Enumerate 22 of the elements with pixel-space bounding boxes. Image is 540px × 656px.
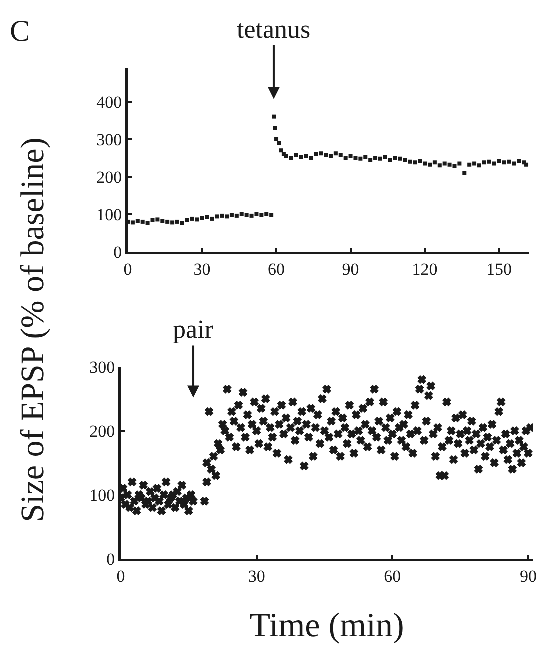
y-tick-label: 0 (114, 242, 122, 262)
y-axis-title: Size of EPSP (% of baseline) (16, 138, 52, 522)
x-axis-title: Time (min) (250, 607, 404, 644)
y-tick-label: 100 (96, 205, 122, 224)
text: tetanus (237, 15, 311, 44)
y-tick-label: 0 (106, 550, 116, 569)
y-tick-label: 300 (90, 358, 116, 377)
x-tick-label: 120 (412, 260, 438, 279)
y-tick-label: 200 (90, 422, 116, 441)
text: C (10, 15, 30, 48)
x-tick-label: 60 (268, 260, 286, 279)
x-tick-label: 30 (194, 260, 211, 279)
y-tick-label: 400 (96, 92, 122, 112)
y-tick-label: 100 (90, 486, 116, 505)
x-tick-label: 60 (384, 566, 402, 586)
x-tick-label: 90 (520, 566, 537, 586)
x-tick-label: 90 (342, 260, 360, 279)
y-tick-label: 300 (96, 130, 122, 150)
text: pair (173, 315, 214, 344)
y-tick-label: 200 (96, 168, 122, 187)
x-tick-label: 30 (248, 566, 266, 586)
x-tick-label: 150 (486, 260, 512, 279)
